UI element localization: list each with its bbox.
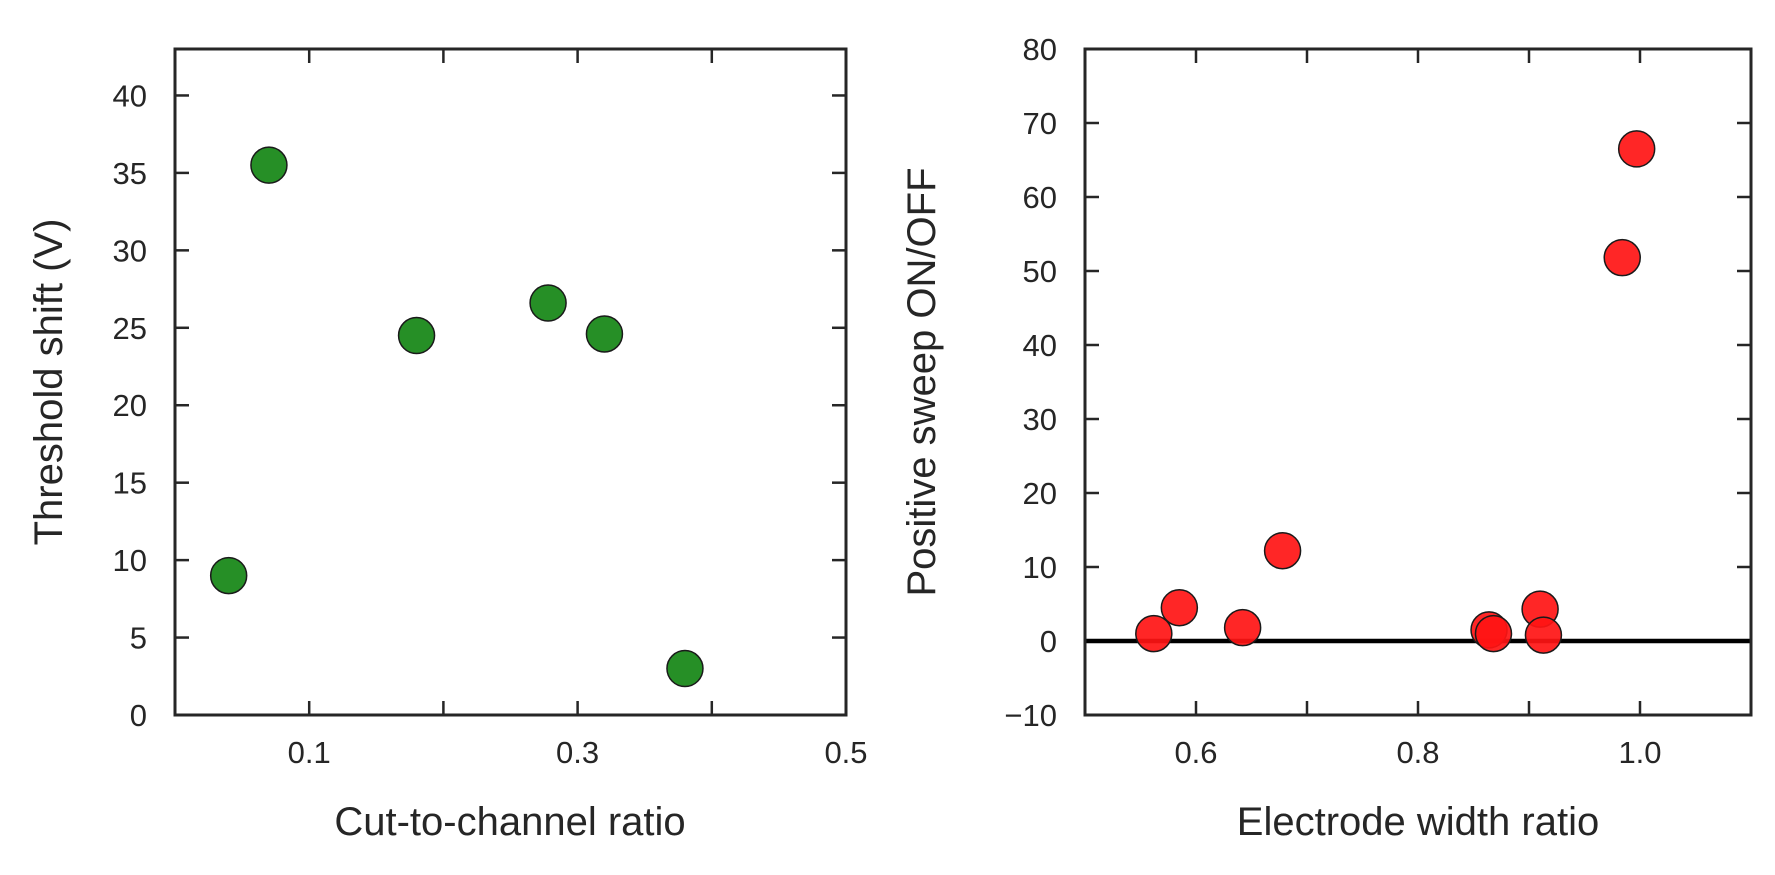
threshold-shift-y-tick-label: 15	[113, 466, 147, 501]
threshold-shift-y-tick-label: 40	[113, 78, 147, 113]
on-off-y-tick-label: 40	[1023, 328, 1057, 363]
threshold-shift-x-axis-label: Cut-to-channel ratio	[334, 800, 685, 844]
threshold-shift-y-tick-label: 25	[113, 311, 147, 346]
on-off-point-2	[1160, 588, 1199, 627]
on-off-points	[1135, 130, 1656, 654]
threshold-shift-points	[209, 146, 704, 688]
threshold-shift-x-tick-label: 0.5	[824, 735, 867, 770]
on-off-x-axis-label: Electrode width ratio	[1237, 800, 1599, 844]
on-off-y-axis-label: Positive sweep ON/OFF	[900, 167, 944, 596]
on-off-chart: 0.6 0.8 1.0 −10 0 10 20 30 40 50 60 70 80 Electrode …	[900, 32, 1753, 844]
on-off-y-tick-label: 70	[1023, 106, 1057, 141]
on-off-y-tick-label: 30	[1023, 402, 1057, 437]
threshold-shift-x-tick-label: 0.1	[288, 735, 331, 770]
threshold-shift-point-5	[585, 315, 624, 353]
on-off-y-tick-label: 50	[1023, 254, 1057, 289]
on-off-axes-frame	[1083, 47, 1753, 717]
on-off-y-tick-label: 80	[1023, 32, 1057, 67]
threshold-shift-point-3	[397, 316, 436, 355]
threshold-shift-y-tick-label: 35	[113, 156, 147, 191]
threshold-shift-y-tick-label: 5	[130, 621, 147, 656]
on-off-y-tick-label: −10	[1004, 698, 1057, 733]
on-off-point-3	[1223, 608, 1262, 647]
on-off-point-1	[1135, 614, 1173, 653]
on-off-point-4	[1263, 531, 1302, 570]
threshold-shift-y-tick-label: 20	[113, 388, 147, 423]
threshold-shift-y-axis-label: Threshold shift (V)	[27, 219, 71, 546]
on-off-y-tick-label: 10	[1023, 550, 1057, 585]
on-off-x-tick-label: 0.8	[1396, 735, 1439, 770]
threshold-shift-axes-frame	[173, 47, 848, 717]
threshold-shift-x-tick-label: 0.3	[556, 735, 599, 770]
on-off-x-tick-label: 1.0	[1618, 735, 1661, 770]
on-off-ticks: 0.6 0.8 1.0 −10 0 10 20 30 40 50 60 70 80	[1004, 32, 1751, 770]
threshold-shift-point-2	[250, 146, 288, 184]
on-off-point-9	[1603, 238, 1641, 277]
threshold-shift-point-4	[529, 284, 567, 322]
on-off-point-8	[1524, 616, 1563, 654]
threshold-shift-y-tick-label: 0	[130, 698, 147, 733]
on-off-point-10	[1617, 130, 1656, 168]
threshold-shift-point-1	[209, 556, 248, 595]
on-off-x-tick-label: 0.6	[1174, 735, 1217, 770]
threshold-shift-chart: 0.1 0.3 0.5 0 5 10 15 20 25 30 35 40 Cut-to-channel…	[27, 47, 868, 844]
threshold-shift-ticks: 0.1 0.3 0.5 0 5 10 15 20 25 30 35 40	[113, 49, 868, 770]
on-off-y-tick-label: 0	[1040, 624, 1057, 659]
threshold-shift-point-6	[666, 649, 704, 688]
threshold-shift-y-tick-label: 10	[113, 543, 147, 578]
on-off-point-6	[1474, 614, 1513, 653]
on-off-y-tick-label: 20	[1023, 476, 1057, 511]
threshold-shift-y-tick-label: 30	[113, 233, 147, 268]
on-off-y-tick-label: 60	[1023, 180, 1057, 215]
